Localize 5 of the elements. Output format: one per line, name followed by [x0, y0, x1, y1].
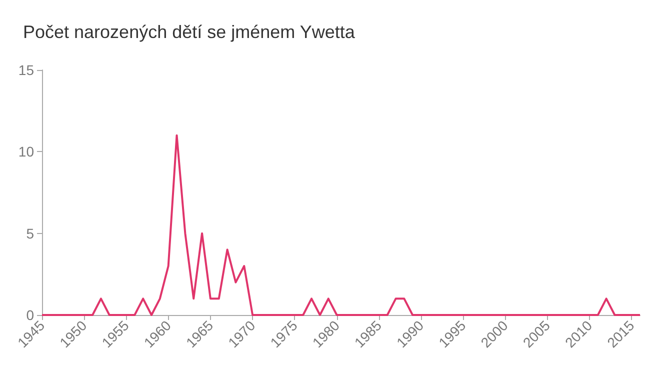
- y-tick-label: 0: [26, 307, 34, 323]
- chart-title: Počet narozených dětí se jménem Ywetta: [23, 22, 356, 42]
- y-tick-label: 15: [18, 62, 34, 78]
- y-tick-label: 10: [18, 144, 34, 160]
- y-tick-label: 5: [26, 225, 34, 242]
